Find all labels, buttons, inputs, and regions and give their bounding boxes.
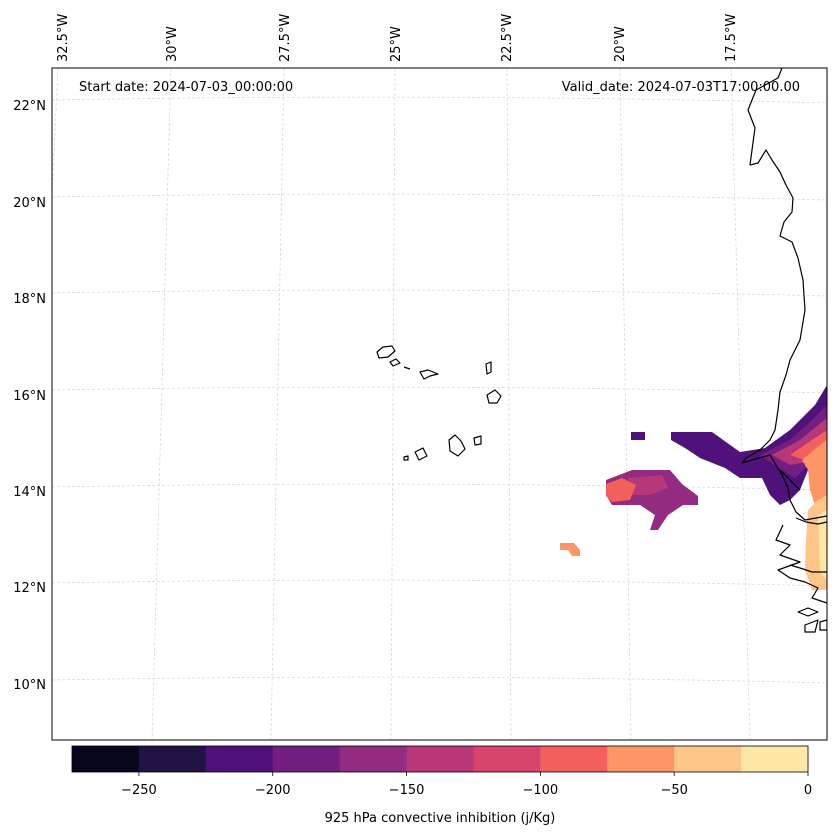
lon-label: 25°W xyxy=(389,26,404,62)
lat-label: 14°N xyxy=(13,485,46,500)
colorbar-segment xyxy=(272,746,341,772)
cin-region-coast-7 xyxy=(818,510,827,580)
senegal-river xyxy=(779,469,801,491)
lat-label: 10°N xyxy=(13,678,46,693)
colorbar-segment xyxy=(138,746,207,772)
africa-coast-small-islands xyxy=(797,607,827,633)
colorbar-tick-label: −250 xyxy=(121,783,157,798)
colorbar-label: 925 hPa convective inhibition (j/Kg) xyxy=(325,811,556,826)
cin-region-band-north xyxy=(671,385,827,505)
parallel-22n xyxy=(52,96,827,104)
gridlines xyxy=(52,68,827,740)
colorbar-segment xyxy=(406,746,474,772)
lon-label: 32.5°W xyxy=(56,14,71,62)
lat-label: 20°N xyxy=(13,196,46,211)
colorbar-segment xyxy=(72,746,140,772)
island-maio xyxy=(473,435,482,446)
latitude-labels: 22°N 20°N 18°N 16°N 14°N 12°N 10°N xyxy=(13,99,46,693)
island-sao-vicente xyxy=(389,358,401,367)
colorbar-segment xyxy=(205,746,274,772)
colorbar-segment xyxy=(674,746,742,772)
guinea-bissau-border xyxy=(789,564,827,573)
colorbar-tick-label: 0 xyxy=(804,783,812,798)
lat-label: 12°N xyxy=(13,581,46,596)
colorbar-segment xyxy=(339,746,408,772)
island-sao-nicolau xyxy=(419,369,439,380)
start-date-label: Start date: 2024-07-03_00:00:00 xyxy=(79,80,293,95)
colorbar-tick-label: −200 xyxy=(255,783,291,798)
lat-label: 16°N xyxy=(13,389,46,404)
valid-date-label: Valid_date: 2024-07-03T17:00:00.00 xyxy=(562,80,800,95)
cin-region-central-inner xyxy=(628,475,668,495)
parallel-14n xyxy=(52,483,827,491)
meridian-30w xyxy=(151,68,172,740)
map-frame xyxy=(51,67,828,741)
colorbar-tick-label: −100 xyxy=(523,783,559,798)
lon-label: 30°W xyxy=(165,26,180,62)
island-santa-luzia xyxy=(403,366,411,370)
cin-contours xyxy=(560,385,827,590)
colorbar-segment xyxy=(607,746,675,772)
colorbar-ticks: −250 −200 −150 −100 −50 0 xyxy=(121,783,812,798)
lon-label: 27.5°W xyxy=(278,14,293,62)
lon-label: 22.5°W xyxy=(500,14,515,62)
meridian-25w xyxy=(390,68,396,740)
parallel-18n xyxy=(52,289,827,297)
lon-label: 17.5°W xyxy=(724,14,739,62)
meridian-32-5w xyxy=(52,68,59,196)
colorbar-tick-label: −150 xyxy=(389,783,425,798)
meridian-20w xyxy=(619,68,632,740)
colorbar-segment xyxy=(540,746,608,772)
island-santiago xyxy=(448,434,466,457)
map-area xyxy=(52,68,827,740)
meridian-27-5w xyxy=(270,68,285,740)
africa-coast-south xyxy=(775,524,827,604)
lat-label: 22°N xyxy=(13,99,46,114)
coastlines xyxy=(376,68,827,633)
colorbar-frame xyxy=(71,745,809,773)
island-sal xyxy=(485,361,492,375)
cin-region-small-north xyxy=(631,432,645,440)
colorbar-tick-label: −50 xyxy=(660,783,687,798)
meridian-17-5w xyxy=(730,68,751,740)
colorbar-segment xyxy=(473,746,541,772)
cin-region-coast-5 xyxy=(802,440,827,505)
colorbar xyxy=(71,745,809,776)
parallel-12n xyxy=(52,579,827,587)
island-boa-vista xyxy=(486,389,502,404)
lat-label: 18°N xyxy=(13,292,46,307)
parallel-20n xyxy=(52,193,827,201)
cin-region-central-core xyxy=(606,478,636,502)
cin-region-small-south xyxy=(560,543,580,556)
lon-label: 20°W xyxy=(613,26,628,62)
longitude-labels: 32.5°W 30°W 27.5°W 25°W 22.5°W 20°W 17.5… xyxy=(56,14,739,62)
meridian-22-5w xyxy=(506,68,512,740)
africa-coastline xyxy=(741,68,827,521)
island-brava xyxy=(403,455,409,461)
parallel-10n xyxy=(52,676,827,684)
colorbar-segment xyxy=(741,746,809,772)
parallel-16n xyxy=(52,386,827,394)
gambia-border xyxy=(795,517,827,525)
island-santo-antao xyxy=(376,345,396,359)
island-fogo xyxy=(414,447,428,461)
